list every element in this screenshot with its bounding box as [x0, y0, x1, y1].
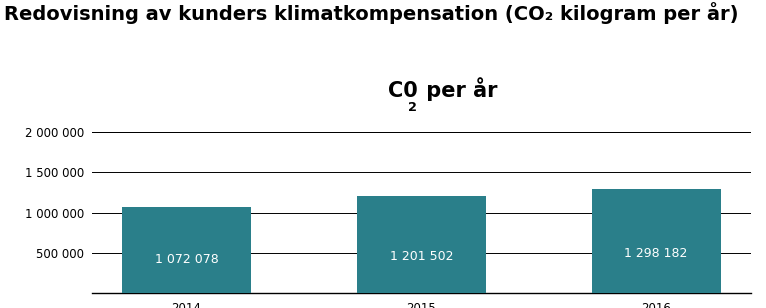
- Bar: [357, 197, 486, 293]
- Bar: [591, 188, 721, 293]
- Text: Redovisning av kunders klimatkompensation (CO₂ kilogram per år): Redovisning av kunders klimatkompensatio…: [4, 2, 738, 23]
- Text: 1 072 078: 1 072 078: [155, 253, 218, 266]
- Bar: [122, 207, 251, 293]
- Text: 1 201 502: 1 201 502: [390, 249, 453, 262]
- Text: C0: C0: [388, 81, 417, 101]
- Text: 2: 2: [408, 101, 417, 114]
- Text: per år: per år: [419, 77, 497, 101]
- Text: 1 298 182: 1 298 182: [624, 247, 688, 260]
